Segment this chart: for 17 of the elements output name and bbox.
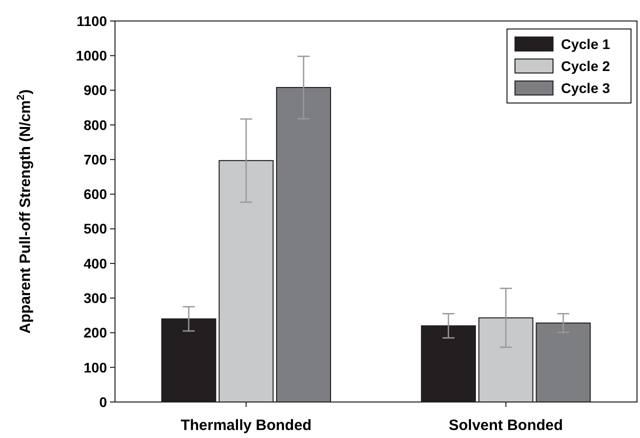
x-tick-label: Thermally Bonded: [180, 417, 312, 434]
y-tick-label: 900: [84, 82, 108, 98]
legend-label: Cycle 2: [561, 58, 610, 74]
y-tick-label: 1100: [76, 12, 108, 29]
y-tick-label: 100: [84, 359, 108, 376]
y-tick-label: 800: [84, 116, 108, 133]
legend-label: Cycle 1: [561, 36, 610, 52]
y-tick-label: 400: [84, 255, 108, 272]
y-tick-label: 1000: [76, 48, 108, 64]
y-tick-label: 600: [84, 186, 108, 202]
legend-label: Cycle 3: [561, 80, 610, 96]
y-tick-label: 0: [99, 394, 108, 410]
x-tick-label: Solvent Bonded: [448, 417, 563, 434]
y-tick-label: 300: [84, 290, 108, 306]
y-tick-label: 200: [84, 324, 108, 341]
y-tick-label: 700: [84, 151, 108, 168]
y-tick-label: 500: [84, 220, 108, 237]
